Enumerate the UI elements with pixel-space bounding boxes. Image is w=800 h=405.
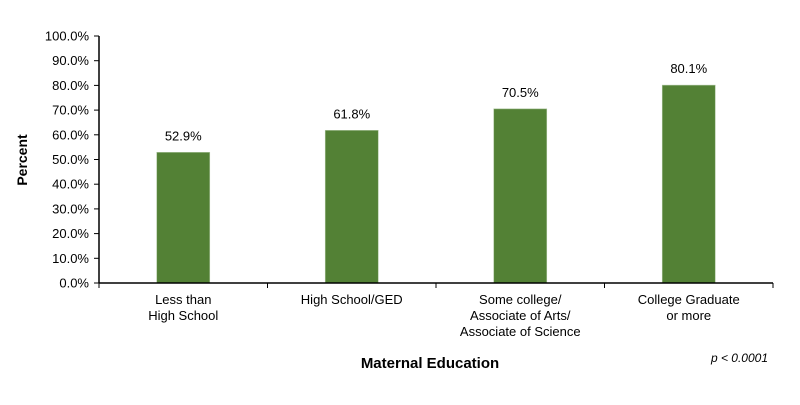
y-tick-label: 90.0% <box>52 53 89 68</box>
axes: 0.0% 10.0% 20.0% 30.0% 40.0% 50.0% 60.0% 70.0% 8… <box>45 29 774 339</box>
x-tick-label-line: or more <box>666 308 711 323</box>
x-tick-label: Less than High School <box>148 292 218 323</box>
bars: 52.9% 61.8% 70.5% 80.1% <box>156 61 716 284</box>
x-tick-label: College Graduate or more <box>638 292 740 323</box>
data-label: 61.8% <box>333 106 370 121</box>
x-tick-label: High School/GED <box>301 292 403 307</box>
data-label: 80.1% <box>670 61 707 76</box>
x-tick-label-line: Associate of Science <box>460 324 581 339</box>
y-tick-label: 60.0% <box>52 127 89 142</box>
bar <box>493 108 548 284</box>
y-tick-label: 20.0% <box>52 226 89 241</box>
p-value-annotation: p < 0.0001 <box>710 351 768 365</box>
bar <box>324 130 379 284</box>
x-tick-label-line: Less than <box>155 292 211 307</box>
x-tick-label-line: Some college/ <box>479 292 562 307</box>
x-tick-label: Some college/Associate of Arts/Associate… <box>460 292 581 339</box>
y-axis-title: Percent <box>14 134 30 186</box>
y-tick-label: 40.0% <box>52 177 89 192</box>
bar <box>661 84 716 284</box>
y-tick-label: 10.0% <box>52 251 89 266</box>
y-tick-label: 0.0% <box>59 276 89 291</box>
x-tick-label-line: College Graduate <box>638 292 740 307</box>
x-axis-title: Maternal Education <box>361 355 499 372</box>
x-tick-label-line: High School <box>148 308 218 323</box>
data-label: 70.5% <box>502 85 539 100</box>
y-tick-label: 30.0% <box>52 201 89 216</box>
x-tick-label-line: High School/GED <box>301 292 403 307</box>
bar <box>156 152 211 284</box>
y-tick-label: 50.0% <box>52 152 89 167</box>
x-tick-label-line: Associate of Arts/ <box>470 308 571 323</box>
y-tick-label: 80.0% <box>52 78 89 93</box>
data-label: 52.9% <box>165 128 202 143</box>
y-tick-label: 70.0% <box>52 103 89 118</box>
y-tick-label: 100.0% <box>45 29 90 44</box>
